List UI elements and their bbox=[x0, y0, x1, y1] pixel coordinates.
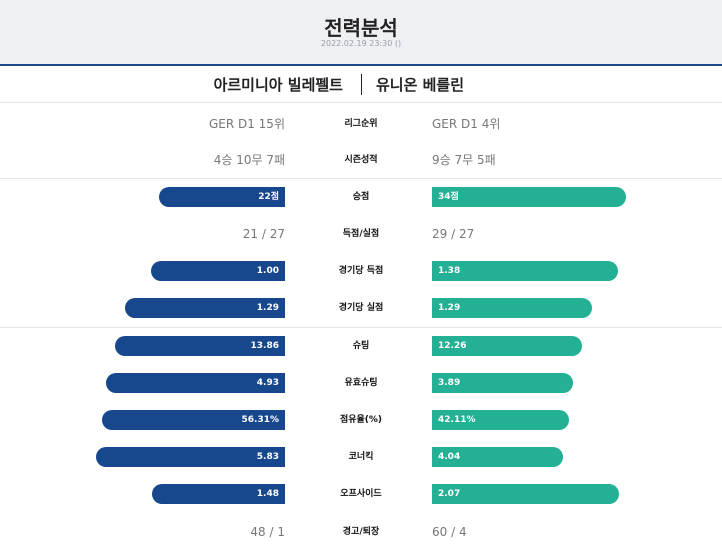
home-bar: 13.86 bbox=[115, 336, 285, 356]
away-bar-value: 3.89 bbox=[438, 378, 461, 388]
home-cards: 48 / 1 bbox=[250, 525, 285, 539]
away-bar-value: 1.29 bbox=[438, 303, 461, 313]
away-bar-value: 1.38 bbox=[438, 266, 461, 276]
stat-row-shots-on-target: 4.93 유효슈팅 3.89 bbox=[0, 371, 722, 395]
stat-row-goals-per-game: 1.00 경기당 득점 1.38 bbox=[0, 259, 722, 283]
home-bar: 1.48 bbox=[152, 484, 285, 504]
away-bar: 1.29 bbox=[432, 298, 592, 318]
stat-label: 리그순위 bbox=[344, 119, 378, 129]
home-bar-value: 5.83 bbox=[256, 452, 279, 462]
stat-row-league-rank: GER D1 15위 리그순위 GER D1 4위 bbox=[0, 112, 722, 136]
home-team-name: 아르미니아 빌레펠트 bbox=[213, 76, 343, 94]
stat-row-conceded-per-game: 1.29 경기당 실점 1.29 bbox=[0, 296, 722, 320]
page-header: 전력분석 2022.02.19 23:30 () bbox=[0, 0, 722, 66]
home-bar-value: 1.00 bbox=[256, 266, 279, 276]
away-season-record: 9승 7무 5패 bbox=[432, 153, 496, 167]
away-bar-value: 2.07 bbox=[438, 489, 461, 499]
stat-row-shots: 13.86 슈팅 12.26 bbox=[0, 334, 722, 358]
away-cards: 60 / 4 bbox=[432, 525, 467, 539]
home-bar-value: 22점 bbox=[258, 192, 279, 202]
stat-row-offsides: 1.48 오프사이드 2.07 bbox=[0, 482, 722, 506]
stat-label: 코너킥 bbox=[348, 452, 374, 462]
home-bar: 22점 bbox=[159, 187, 285, 207]
away-bar-value: 4.04 bbox=[438, 452, 461, 462]
home-bar: 1.29 bbox=[125, 298, 285, 318]
stat-label: 승점 bbox=[352, 192, 370, 202]
away-bar: 12.26 bbox=[432, 336, 582, 356]
stat-row-possession: 56.31% 점유율(%) 42.11% bbox=[0, 408, 722, 432]
stat-row-goals: 21 / 27 득점/실점 29 / 27 bbox=[0, 222, 722, 246]
away-bar-value: 34점 bbox=[438, 192, 459, 202]
home-bar: 1.00 bbox=[151, 261, 285, 281]
home-bar-value: 4.93 bbox=[256, 378, 279, 388]
away-bar-value: 42.11% bbox=[438, 415, 476, 425]
section-divider bbox=[0, 327, 722, 328]
away-team-name: 유니온 베를린 bbox=[376, 76, 465, 94]
stat-label: 슈팅 bbox=[352, 341, 370, 351]
away-bar: 3.89 bbox=[432, 373, 573, 393]
stat-label: 경고/퇴장 bbox=[342, 527, 380, 537]
away-bar-value: 12.26 bbox=[438, 341, 467, 351]
away-league-rank: GER D1 4위 bbox=[432, 117, 501, 131]
stat-row-points: 22점 승점 34점 bbox=[0, 185, 722, 209]
stat-label: 점유율(%) bbox=[339, 415, 383, 425]
page-title: 전력분석 bbox=[324, 16, 398, 40]
away-bar: 4.04 bbox=[432, 447, 563, 467]
stat-label: 경기당 득점 bbox=[338, 266, 384, 276]
home-season-record: 4승 10무 7패 bbox=[213, 153, 285, 167]
team-names-bar: 아르미니아 빌레펠트 유니온 베를린 bbox=[0, 66, 722, 103]
match-datetime: 2022.02.19 23:30 () bbox=[320, 39, 402, 48]
away-bar: 34점 bbox=[432, 187, 626, 207]
stat-label: 경기당 실점 bbox=[338, 303, 384, 313]
team-divider bbox=[361, 74, 362, 95]
stat-row-cards: 48 / 1 경고/퇴장 60 / 4 bbox=[0, 520, 722, 544]
stat-label: 득점/실점 bbox=[342, 229, 380, 239]
home-league-rank: GER D1 15위 bbox=[208, 117, 285, 131]
stat-row-season-record: 4승 10무 7패 시즌성적 9승 7무 5패 bbox=[0, 148, 722, 172]
home-bar-value: 13.86 bbox=[250, 341, 279, 351]
stat-label: 시즌성적 bbox=[344, 155, 378, 165]
home-bar-value: 1.29 bbox=[256, 303, 279, 313]
stat-label: 오프사이드 bbox=[340, 489, 382, 499]
home-goals: 21 / 27 bbox=[242, 227, 285, 241]
away-goals: 29 / 27 bbox=[432, 227, 475, 241]
away-bar: 2.07 bbox=[432, 484, 619, 504]
section-divider bbox=[0, 178, 722, 179]
home-bar-value: 56.31% bbox=[241, 415, 280, 425]
stat-label: 유효슈팅 bbox=[344, 378, 378, 388]
away-bar: 42.11% bbox=[432, 410, 569, 430]
home-bar-value: 1.48 bbox=[256, 489, 279, 499]
home-bar: 56.31% bbox=[102, 410, 285, 430]
away-bar: 1.38 bbox=[432, 261, 618, 281]
stat-row-corners: 5.83 코너킥 4.04 bbox=[0, 445, 722, 469]
home-bar: 5.83 bbox=[96, 447, 285, 467]
home-bar: 4.93 bbox=[106, 373, 285, 393]
